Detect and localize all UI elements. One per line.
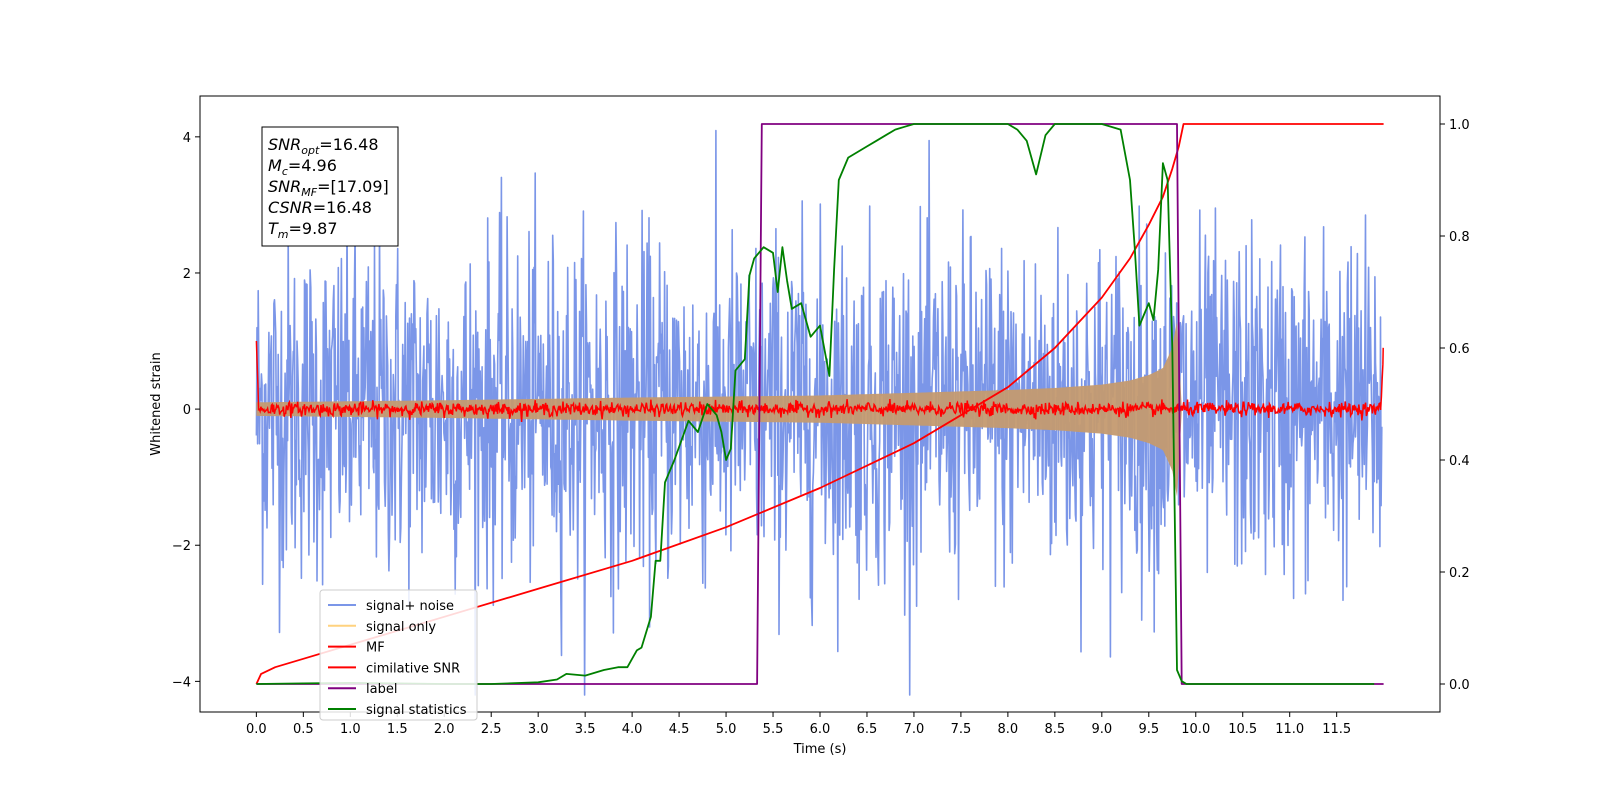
stats-subscript: opt	[301, 144, 320, 157]
stats-value: =16.48	[319, 135, 378, 154]
stats-annotation-box: SNRopt=16.48Mc=4.96SNRMF=[17.09]CSNR=16.…	[261, 126, 399, 247]
series-mf-line	[255, 340, 1384, 422]
x-tick-label: 8.0	[998, 722, 1019, 737]
x-tick-label: 0.5	[293, 722, 314, 737]
legend-frame	[319, 589, 478, 721]
x-tick-label: 2.0	[434, 722, 455, 737]
series-cimilative-snr-line	[255, 123, 1384, 685]
x-tick-label: 10.5	[1228, 722, 1257, 737]
x-tick-label: 6.5	[857, 722, 878, 737]
stats-value: =9.87	[289, 219, 338, 238]
legend: signal+ noise signal only MF cimilative SNR…	[319, 589, 478, 721]
x-tick-label: 11.5	[1322, 722, 1351, 737]
legend-item-label: MF	[366, 641, 385, 656]
y2-tick-label: 0.8	[1449, 230, 1470, 245]
x-tick-label: 0.0	[246, 722, 267, 737]
stats-box-frame	[261, 126, 399, 247]
stats-subscript: MF	[301, 186, 317, 199]
y2-tick-label: 0.6	[1449, 342, 1470, 357]
x-tick-label: 4.5	[669, 722, 690, 737]
stats-line: Mc=4.96	[268, 156, 337, 178]
y-axis-right: 1.0 0.8 0.6 0.4 0.2 0.0	[1440, 118, 1470, 693]
y2-tick-label: 0.2	[1449, 566, 1470, 581]
stats-symbol: SNR	[268, 177, 301, 196]
x-tick-label: 8.5	[1045, 722, 1066, 737]
x-tick-label: 7.5	[951, 722, 972, 737]
y-tick-label: 4	[183, 131, 191, 146]
legend-item-label: signal only	[366, 620, 436, 635]
x-tick-label: 2.5	[481, 722, 502, 737]
y-axis-label: Whitened strain	[149, 352, 164, 455]
x-tick-label: 10.0	[1181, 722, 1210, 737]
legend-item-label: signal+ noise	[366, 599, 454, 614]
y-tick-label: −4	[172, 675, 191, 690]
y2-tick-label: 1.0	[1449, 118, 1470, 133]
y2-tick-label: 0.4	[1449, 454, 1470, 469]
x-tick-label: 4.0	[622, 722, 643, 737]
x-tick-label: 3.5	[575, 722, 596, 737]
stats-value: =16.48	[313, 198, 372, 217]
y2-tick-label: 0.0	[1449, 678, 1470, 693]
stats-value: =[17.09]	[317, 177, 389, 196]
stats-line: CSNR=16.48	[268, 198, 372, 217]
x-tick-label: 7.0	[904, 722, 925, 737]
y-tick-label: 0	[183, 403, 191, 418]
stats-value: =4.96	[288, 156, 337, 175]
y-tick-label: 2	[183, 267, 191, 282]
y-axis-left: 4 2 0 −2 −4	[172, 131, 200, 690]
stats-line: Tm=9.87	[268, 219, 338, 241]
x-tick-label: 5.5	[763, 722, 784, 737]
x-axis-label: Time (s)	[793, 742, 847, 757]
legend-item-label: label	[366, 682, 397, 697]
stats-subscript: c	[282, 165, 288, 178]
legend-item-label: signal statistics	[366, 703, 467, 718]
stats-symbol: SNR	[268, 135, 301, 154]
series-signal-statistics-line	[256, 123, 1375, 685]
x-tick-label: 9.5	[1138, 722, 1159, 737]
legend-item-label: cimilative SNR	[366, 661, 460, 676]
x-tick-label: 9.0	[1091, 722, 1112, 737]
stats-symbol: M	[268, 156, 282, 175]
stats-symbol: CSNR	[268, 198, 313, 217]
stats-symbol: T	[268, 219, 279, 238]
x-axis: 0.0 0.5 1.0 1.5 2.0 2.5 3.0 3.5 4.0 4.5 5.0 5.5 6.0 6…	[246, 712, 1351, 737]
x-tick-label: 11.0	[1275, 722, 1304, 737]
x-tick-label: 3.0	[528, 722, 549, 737]
x-tick-label: 5.0	[716, 722, 737, 737]
stats-line: SNRMF=[17.09]	[268, 177, 389, 199]
x-tick-label: 1.0	[340, 722, 361, 737]
x-tick-label: 1.5	[387, 722, 408, 737]
x-tick-label: 6.0	[810, 722, 831, 737]
plot-area	[255, 123, 1384, 696]
stats-subscript: m	[278, 228, 289, 241]
y-tick-label: −2	[172, 539, 191, 554]
stats-line: SNRopt=16.48	[268, 135, 379, 157]
